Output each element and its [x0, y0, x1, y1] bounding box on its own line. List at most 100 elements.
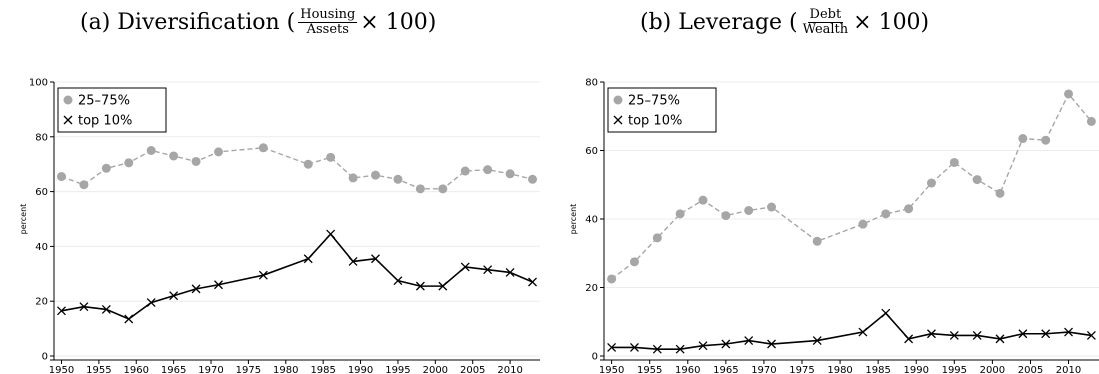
panel-a-point-mid [460, 166, 470, 176]
panel-a-point-mid [56, 172, 66, 182]
panel-a-point-top10 [371, 254, 380, 264]
panel-b-x-tick-label: 2000 [980, 365, 1005, 374]
panel-a-point-mid [101, 163, 111, 173]
panel-b-title: (b) Leverage ( Debt Wealth × 100) [640, 8, 929, 36]
panel-a-legend: 25–75% top 10% [57, 87, 167, 133]
panel-b-point-mid [652, 233, 662, 243]
panel-b-x-tick-label: 2005 [1018, 365, 1043, 374]
panel-a-x-tick-label: 2010 [497, 365, 522, 374]
panel-b-point-mid [721, 211, 731, 221]
panel-a-y-tick-label: 80 [35, 132, 48, 143]
panel-a-y-tick-label: 40 [35, 242, 48, 253]
panel-a-point-top10 [326, 229, 336, 239]
panel-b-point-mid [995, 188, 1005, 198]
panel-b-point-mid [1064, 89, 1074, 99]
panel-b-title-prefix: (b) Leverage ( [640, 9, 798, 35]
panel-b-y-tick-label: 0 [592, 352, 598, 363]
panel-a-x-tick-label: 1980 [273, 365, 298, 374]
panel-a-x-tick-label: 2005 [460, 365, 485, 374]
panel-a-x-tick-label: 1985 [310, 365, 335, 374]
panel-a-legend-marker-mid [63, 95, 73, 105]
panel-b-point-mid [812, 236, 822, 246]
panel-b-point-mid [698, 195, 708, 205]
panel-b-point-top10 [630, 342, 639, 352]
panel-b-x-tick-label: 2010 [1056, 365, 1081, 374]
panel-a-plot: 0 20 40 60 80 100 1950 1955 1960 1965 1970 1975 1980… [19, 78, 540, 374]
panel-b-x-tick-label: 1965 [713, 365, 738, 374]
panel-a-point-mid [348, 173, 358, 183]
panel-b-y-tick-label: 60 [585, 146, 598, 157]
panel-b-legend-marker-mid [613, 95, 623, 105]
panel-a-x-tick-label: 1965 [161, 365, 186, 374]
panel-b-x-tick-label: 1970 [751, 365, 776, 374]
panel-a-point-top10 [191, 284, 201, 294]
panel-a-point-top10 [124, 314, 134, 324]
panel-a-fraction-denominator: Assets [306, 21, 349, 37]
panel-a-point-top10 [57, 306, 66, 316]
panel-a-point-mid [326, 152, 336, 162]
panel-b-point-top10 [995, 334, 1005, 344]
panel-a-point-top10 [303, 254, 313, 264]
panel-b-legend-marker-top10 [613, 115, 623, 125]
panel-b-point-mid [858, 219, 868, 229]
panel-a-legend-label-top10: top 10% [78, 114, 132, 129]
panel-a-x-tick-label: 1995 [385, 365, 410, 374]
panel-b-plot: 0 20 40 60 80 1950 1955 1960 1965 1970 1975 1980 198… [569, 78, 1099, 374]
panel-b-point-top10 [927, 329, 936, 339]
panel-b-point-top10 [1041, 329, 1051, 339]
panel-a-series-line-mid [61, 147, 533, 190]
panel-b-point-top10 [675, 344, 685, 354]
panel-b-point-mid [881, 209, 891, 219]
panel-a-point-top10 [214, 280, 223, 290]
panel-a-x-tick-label: 1970 [198, 365, 223, 374]
panel-b-y-tick-label: 40 [585, 215, 598, 226]
panel-a-y-tick-label: 20 [35, 297, 48, 308]
panel-a-y-tick-label: 0 [42, 352, 48, 363]
panel-a-point-mid [191, 156, 201, 166]
panel-b-point-mid [926, 178, 936, 188]
panel-a-y-tick-label: 100 [29, 78, 48, 89]
panel-a-point-mid [483, 165, 493, 175]
panel-b-fraction-numerator: Debt [807, 7, 844, 23]
panel-a-point-mid [79, 180, 89, 190]
panel-a-x-tick-label: 1950 [49, 365, 74, 374]
panel-a-point-top10 [258, 270, 268, 280]
panel-b-x-tick-label: 1955 [637, 365, 662, 374]
panel-b-y-tick-label: 80 [585, 78, 598, 89]
panel-a-x-tick-label: 1990 [348, 365, 373, 374]
panel-a-point-mid [393, 174, 403, 184]
panel-a-x-tick-label: 1960 [124, 365, 149, 374]
panel-b-point-mid [767, 202, 777, 212]
panel-a-point-top10 [101, 304, 111, 314]
panel-b-point-mid [1018, 134, 1028, 144]
panel-b-point-top10 [1064, 327, 1073, 337]
panel-b-point-mid [675, 209, 685, 219]
panel-b-point-top10 [767, 339, 776, 349]
panel-a-point-mid [505, 169, 515, 179]
panel-b-point-mid [744, 205, 754, 215]
panel-a-fraction-numerator: Housing [298, 7, 358, 23]
panel-a-y-axis-label: percent [19, 204, 28, 235]
panel-b-point-mid [629, 257, 639, 267]
panel-b-fraction: Debt Wealth [801, 8, 851, 36]
panel-a-x-tick-label: 2000 [423, 365, 448, 374]
panel-a-title-prefix: (a) Diversification ( [80, 9, 296, 35]
panel-b-point-mid [904, 204, 914, 214]
panel-b-point-mid [607, 274, 617, 284]
panel-a-title-suffix: × 100) [360, 9, 437, 35]
panel-a-x-tick-label: 1955 [86, 365, 111, 374]
panel-a-point-top10 [169, 291, 179, 301]
panel-b-point-mid [972, 175, 982, 185]
panel-b-point-top10 [744, 336, 754, 346]
panel-a-point-mid [438, 184, 448, 194]
panel-a-title: (a) Diversification ( Housing Assets × 1… [80, 8, 436, 36]
panel-b-point-mid [1086, 116, 1096, 126]
panel-b-point-top10 [858, 327, 868, 337]
panel-b-point-top10 [652, 344, 662, 354]
panel-a-point-mid [303, 159, 313, 169]
panel-b-legend-box [607, 87, 717, 133]
panel-b-point-top10 [1086, 330, 1096, 340]
panel-b-legend-label-top10: top 10% [628, 114, 682, 129]
panel-a-point-mid [124, 158, 134, 168]
